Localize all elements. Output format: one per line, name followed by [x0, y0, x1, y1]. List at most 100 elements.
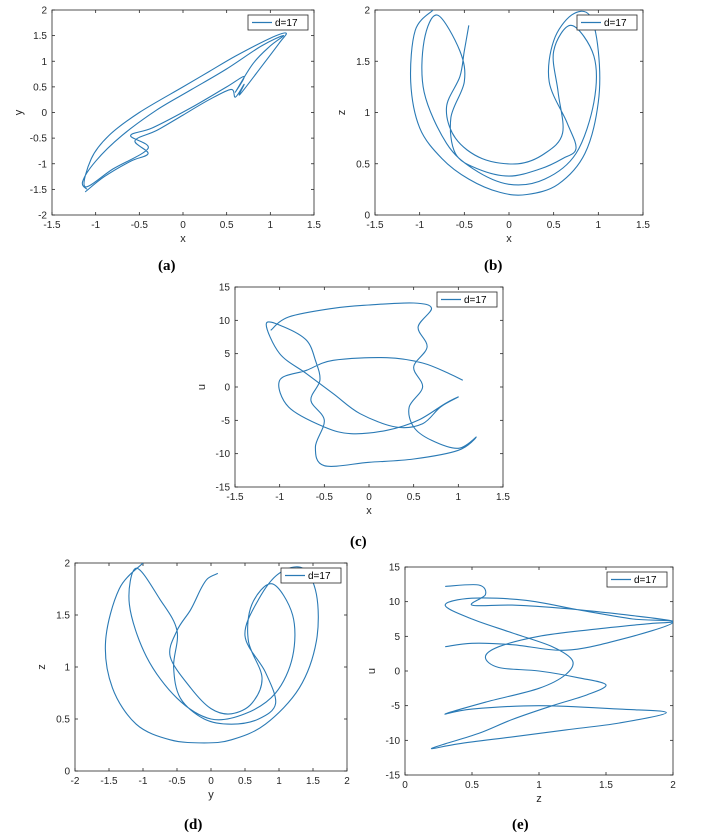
y-tick-label: 0 [224, 383, 230, 394]
x-tick-label: 0 [180, 220, 186, 231]
x-tick-label: 0 [366, 492, 372, 503]
y-tick-label: 2 [41, 6, 47, 17]
chart-b: -1.5 -1 -0.5 0 0.5 1 1.5 0 0.5 1 1.5 2 x z d=17 [336, 6, 650, 246]
plot-area [74, 562, 348, 772]
caption-b: (b) [484, 258, 503, 274]
chart-e: 0 0.5 1 1.5 2 -15 -10 -5 0 5 10 15 z u d=17 [366, 563, 676, 806]
x-tick-label: 2 [670, 780, 676, 791]
x-tick-label: -1.5 [226, 492, 244, 503]
y-tick-label: 15 [219, 283, 231, 294]
x-tick-label: 1 [596, 220, 602, 231]
x-tick-label: 1 [456, 492, 462, 503]
x-tick-label: -1 [415, 220, 424, 231]
panel-c: -1.5 -1 -0.5 0 0.5 1 1.5 -15 -10 -5 0 5 10 15 x u d=17 [190, 277, 520, 529]
panel-d: -2 -1.5 -1 -0.5 0 0.5 1 1.5 2 0 0.5 1 1.5 2 y z d=17 [30, 555, 360, 805]
x-tick-label: 2 [344, 776, 350, 787]
caption-a: (a) [158, 258, 176, 274]
y-tick-label: -1 [38, 159, 47, 170]
y-tick-label: 2 [64, 559, 70, 570]
x-tick-label: 1.5 [599, 780, 613, 791]
x-axis-label: z [536, 793, 542, 805]
legend-label: d=17 [308, 571, 331, 582]
y-tick-label: 1 [364, 108, 370, 119]
x-tick-label: -1 [91, 220, 100, 231]
x-tick-label: -0.5 [168, 776, 186, 787]
y-tick-label: -5 [221, 416, 230, 427]
x-axis-label: y [208, 789, 214, 801]
x-tick-label: -1 [275, 492, 284, 503]
y-tick-label: 0.5 [33, 82, 47, 93]
x-tick-label: 0.5 [547, 220, 561, 231]
legend-label: d=17 [464, 295, 487, 306]
y-tick-label: 5 [394, 632, 400, 643]
x-tick-label: 1 [268, 220, 274, 231]
y-tick-label: -10 [386, 736, 401, 747]
chart-c: -1.5 -1 -0.5 0 0.5 1 1.5 -15 -10 -5 0 5 10 15 x u d=17 [196, 283, 510, 518]
y-tick-label: -2 [38, 211, 47, 222]
x-tick-label: -1.5 [100, 776, 118, 787]
y-tick-label: 1 [41, 57, 47, 68]
series-line-d=17 [265, 302, 477, 467]
x-axis-label: x [506, 233, 512, 245]
legend-box [606, 571, 668, 588]
y-tick-label: -5 [391, 701, 400, 712]
y-tick-label: 5 [224, 349, 230, 360]
x-tick-label: -2 [71, 776, 80, 787]
y-axis-label: z [336, 110, 348, 116]
x-tick-label: 0.5 [407, 492, 421, 503]
y-tick-label: -10 [216, 449, 231, 460]
y-tick-label: 0.5 [56, 715, 70, 726]
caption-d: (d) [184, 817, 203, 833]
x-tick-label: -1 [139, 776, 148, 787]
legend-box [436, 291, 498, 308]
y-tick-label: 15 [389, 563, 401, 574]
x-tick-label: -0.5 [456, 220, 474, 231]
panel-a: -1.5 -1 -0.5 0 0.5 1 1.5 -2 -1.5 -1 -0.5 0 0.5 1 1.5 2 x… [0, 0, 330, 250]
x-tick-label: -0.5 [131, 220, 149, 231]
series-line-d=17 [409, 10, 601, 196]
x-tick-label: 0 [208, 776, 214, 787]
y-tick-label: 10 [219, 316, 231, 327]
y-tick-label: 1.5 [56, 611, 70, 622]
y-tick-label: 0.5 [356, 159, 370, 170]
x-tick-label: -1.5 [366, 220, 384, 231]
caption-e: (e) [512, 817, 529, 833]
series-line-d=17 [430, 584, 673, 750]
panel-e: 0 0.5 1 1.5 2 -15 -10 -5 0 5 10 15 z u d=17 [360, 555, 700, 806]
x-tick-label: 1.5 [496, 492, 510, 503]
y-axis-label: u [366, 668, 378, 674]
x-tick-label: 0.5 [238, 776, 252, 787]
x-tick-label: 0.5 [465, 780, 479, 791]
x-tick-label: 1 [536, 780, 542, 791]
legend-box [576, 14, 638, 31]
y-tick-label: 0 [364, 211, 370, 222]
y-tick-label: 10 [389, 597, 401, 608]
chart-d: -2 -1.5 -1 -0.5 0 0.5 1 1.5 2 0 0.5 1 1.5 2 y z d=17 [36, 559, 350, 802]
y-axis-label: u [196, 384, 208, 390]
x-tick-label: 1 [276, 776, 282, 787]
y-tick-label: 1.5 [356, 57, 370, 68]
y-tick-label: 0 [64, 767, 70, 778]
x-tick-label: 1.5 [306, 776, 320, 787]
y-tick-label: -15 [216, 483, 231, 494]
chart-a: -1.5 -1 -0.5 0 0.5 1 1.5-2-1.5-1-0.500.511.52x… [13, 6, 321, 246]
series-line-d=17 [81, 32, 287, 193]
legend-box [247, 14, 309, 31]
legend-label: d=17 [634, 575, 657, 586]
y-axis-label: z [36, 664, 48, 670]
x-tick-label: -0.5 [316, 492, 334, 503]
y-tick-label: 1.5 [33, 31, 47, 42]
series-line-d=17 [104, 563, 319, 744]
y-tick-label: 2 [364, 6, 370, 17]
y-tick-label: 0 [394, 667, 400, 678]
x-tick-label: 1.5 [307, 220, 321, 231]
panel-b: -1.5 -1 -0.5 0 0.5 1 1.5 0 0.5 1 1.5 2 x z d=17 [336, 0, 670, 250]
plot-area [234, 286, 504, 488]
x-tick-label: 0.5 [220, 220, 234, 231]
x-tick-label: 1.5 [636, 220, 650, 231]
legend-label: d=17 [604, 18, 627, 29]
y-axis-label: y [13, 109, 25, 115]
y-tick-label: -0.5 [30, 134, 48, 145]
legend-label: d=17 [275, 18, 298, 29]
x-axis-label: x [366, 505, 372, 517]
